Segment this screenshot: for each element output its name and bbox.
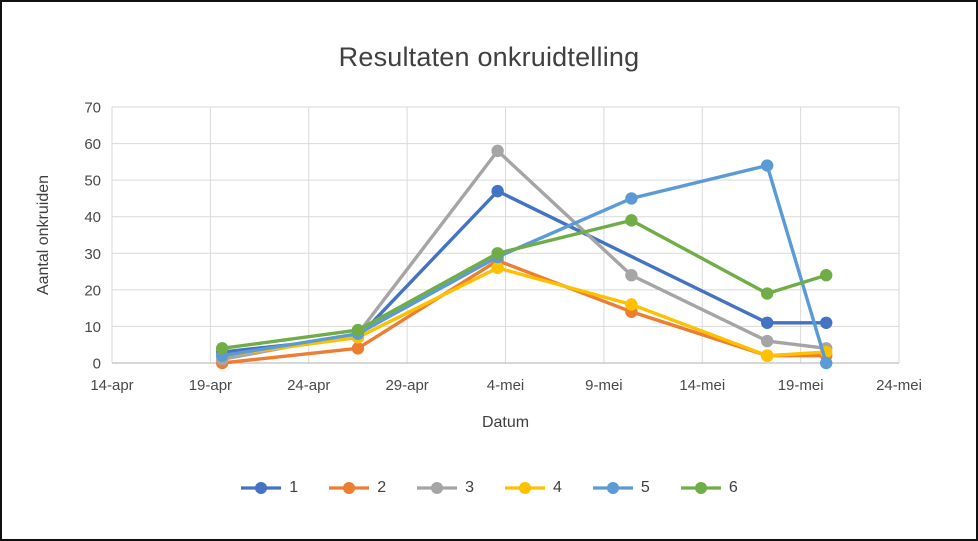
legend-marker (519, 482, 531, 494)
legend-label: 1 (289, 479, 299, 496)
legend-swatch-icon (241, 482, 282, 494)
series-6-marker (820, 269, 833, 282)
series-6-marker (215, 342, 229, 355)
x-tick-label: 19-apr (189, 377, 232, 394)
legend-item-5: 5 (592, 479, 650, 497)
series-2-marker (351, 342, 365, 355)
x-tick-label: 24-mei (876, 377, 922, 394)
legend-item-1: 1 (240, 479, 298, 497)
y-tick-label: 70 (84, 100, 101, 117)
legend-swatch-icon (680, 482, 721, 494)
legend: 1 2 3 4 5 6 (2, 479, 976, 497)
x-tick-label: 4-mei (487, 377, 525, 394)
y-tick-label: 60 (84, 136, 101, 153)
legend-marker (606, 482, 619, 494)
series-3-marker (760, 334, 774, 348)
series-1-marker (820, 316, 833, 329)
legend-item-6: 6 (680, 479, 738, 497)
legend-item-4: 4 (504, 479, 562, 497)
series-5-marker (760, 159, 774, 172)
series-1-marker (491, 184, 504, 198)
legend-marker (431, 482, 444, 494)
legend-label: 5 (640, 479, 650, 496)
x-tick-label: 29-apr (385, 377, 428, 394)
series-6-marker (491, 247, 504, 260)
x-tick-label: 14-mei (679, 377, 725, 394)
series-3-marker (491, 144, 504, 158)
x-tick-label: 14-apr (90, 377, 133, 394)
legend-marker (343, 482, 356, 494)
legend-swatch-icon (505, 482, 545, 494)
series-5-marker (820, 356, 833, 370)
y-tick-label: 40 (84, 209, 101, 226)
legend-item-3: 3 (416, 479, 474, 497)
y-tick-label: 30 (84, 246, 101, 263)
x-tick-label: 19-mei (778, 377, 824, 394)
series-3-marker (625, 269, 638, 282)
series-6-marker (760, 287, 774, 300)
series-1-marker (760, 316, 774, 329)
legend-swatch-icon (592, 482, 633, 494)
series-5-marker (625, 192, 638, 205)
y-tick-label: 20 (84, 282, 101, 299)
x-axis-title: Datum (481, 414, 530, 431)
series-4-marker (760, 349, 774, 362)
legend-swatch-icon (329, 482, 370, 494)
series-4-marker (625, 298, 638, 311)
legend-marker (694, 482, 707, 494)
series-5-line (220, 163, 828, 365)
y-tick-label: 10 (84, 319, 101, 336)
y-tick-label: 50 (84, 173, 101, 190)
y-tick-label: 0 (93, 356, 101, 373)
series-4-marker (491, 261, 504, 275)
legend-label: 3 (465, 479, 474, 496)
legend-marker (255, 482, 268, 494)
legend-label: 4 (553, 479, 562, 496)
legend-item-2: 2 (328, 479, 386, 497)
x-tick-label: 9-mei (585, 377, 623, 394)
legend-label: 2 (377, 479, 387, 496)
legend-swatch-icon (417, 482, 458, 494)
series-3-line (220, 149, 828, 362)
x-tick-label: 24-apr (287, 377, 330, 394)
series-6-line (220, 218, 828, 351)
series-6-marker (351, 323, 365, 337)
plot-area: 0 10 20 30 40 50 60 70 14-apr 19-apr 24-apr 29-apr 4… (84, 100, 922, 395)
chart-title: Resultaten onkruidtelling (338, 42, 640, 72)
legend-label: 6 (728, 479, 738, 496)
series-6-marker (625, 214, 638, 227)
series-4-line (220, 266, 828, 358)
